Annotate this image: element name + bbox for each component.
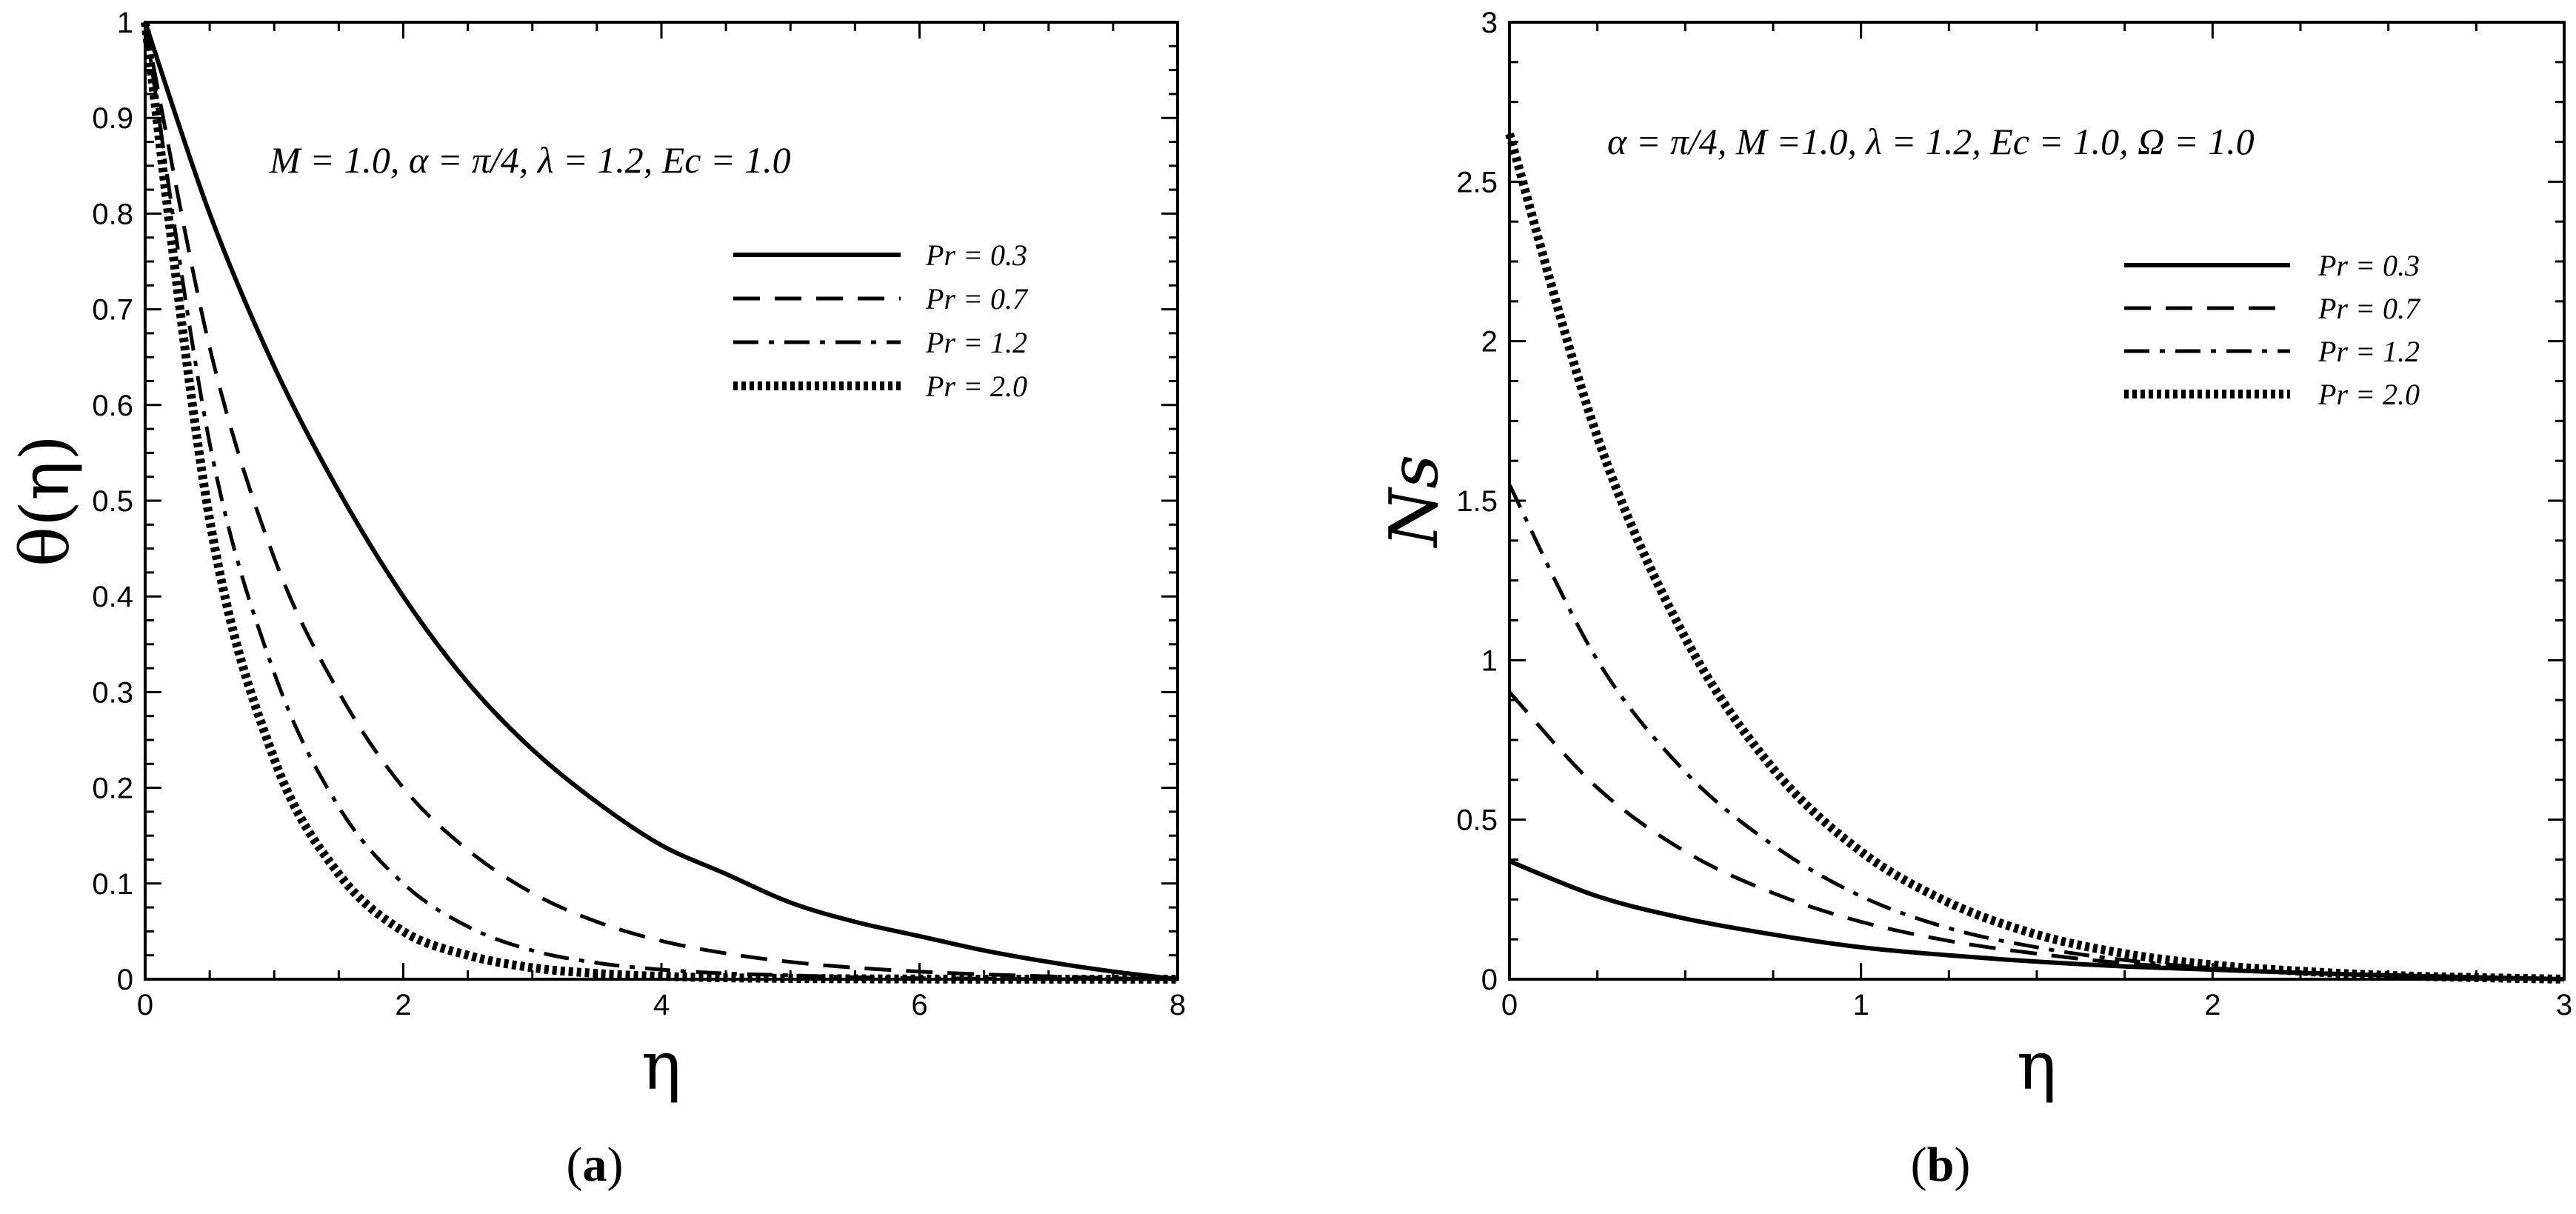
x-tick-label: 4: [653, 989, 670, 1021]
x-axis-label: η: [2017, 1027, 2057, 1105]
y-tick-label: 0.3: [92, 676, 133, 709]
panel-a: 0 2 4 6 8 0 0.1 0.2 0.3 0.4 0.5 0.6 0.7 0.8 0.9 1 η θ(η) M…: [7, 7, 1186, 1192]
y-tick-label: 1: [1481, 644, 1498, 677]
y-tick-label: 2.5: [1456, 166, 1498, 199]
panel-caption: (b): [1911, 1138, 1971, 1192]
panel-caption: (a): [567, 1138, 624, 1192]
y-tick-label: 0: [117, 964, 133, 996]
x-tick-label: 0: [1501, 989, 1518, 1021]
y-axis-label: θ(η): [7, 435, 84, 567]
y-tick-label: 0.1: [92, 868, 133, 901]
legend-entry-label: Pr = 1.2: [2318, 335, 2420, 368]
x-tick-label: 2: [2204, 989, 2220, 1021]
y-tick-label: 0.4: [92, 581, 133, 613]
legend: Pr = 0.3 Pr = 0.7 Pr = 1.2 Pr = 2.0: [2124, 249, 2421, 411]
legend-entry-label: Pr = 0.3: [925, 239, 1027, 272]
y-tick-label: 0.9: [92, 102, 133, 135]
series-line: [1507, 484, 2565, 981]
panel-b: 0 1 2 3 0 0.5 1 1.5 2 2.5 3 η Ns α = π/4, M =1.0, λ =…: [1375, 7, 2572, 1192]
series-line: [143, 21, 1178, 981]
series-line: [1508, 858, 2565, 981]
x-tick-label: 2: [395, 989, 411, 1021]
x-tick-label: 1: [1853, 989, 1869, 1021]
axis-ticks: [1508, 21, 2566, 981]
legend-entry-label: Pr = 0.7: [925, 282, 1029, 316]
x-tick-label: 0: [137, 989, 153, 1021]
legend-entry-label: Pr = 1.2: [925, 326, 1027, 359]
parameter-annotation: α = π/4, M =1.0, λ = 1.2, Ec = 1.0, Ω = …: [1607, 121, 2255, 162]
y-axis-label: Ns: [1375, 455, 1453, 549]
x-tick-label: 8: [1169, 989, 1186, 1021]
y-tick-label: 0.5: [92, 485, 133, 518]
legend-entry-label: Pr = 2.0: [2318, 378, 2420, 411]
series-line: [1505, 133, 2565, 984]
series-line: [1508, 690, 2565, 981]
y-tick-label: 0.8: [92, 198, 133, 230]
x-tick-label: 6: [911, 989, 927, 1021]
legend-entry-label: Pr = 2.0: [925, 370, 1027, 403]
series-line: [141, 21, 1178, 984]
legend-entry-label: Pr = 0.7: [2318, 292, 2421, 325]
y-tick-label: 1.5: [1456, 485, 1498, 518]
y-tick-label: 0.5: [1456, 804, 1498, 837]
legend: Pr = 0.3 Pr = 0.7 Pr = 1.2 Pr = 2.0: [733, 239, 1029, 403]
y-tick-label: 0.2: [92, 773, 133, 805]
axis-ticks: [144, 21, 1179, 981]
x-tick-label: 3: [2556, 989, 2572, 1021]
y-tick-label: 0.7: [92, 294, 133, 327]
x-axis-label: η: [641, 1027, 681, 1105]
series-line: [143, 21, 1178, 981]
y-tick-label: 0: [1481, 964, 1498, 996]
y-tick-label: 1: [117, 7, 133, 39]
y-tick-label: 0.6: [92, 390, 133, 422]
legend-entry-label: Pr = 0.3: [2318, 249, 2420, 282]
y-tick-label: 2: [1481, 326, 1498, 358]
plot-frame: [1508, 21, 2566, 981]
y-tick-label: 3: [1481, 7, 1498, 39]
parameter-annotation: M = 1.0, α = π/4, λ = 1.2, Ec = 1.0: [269, 139, 791, 181]
series-line: [143, 21, 1178, 981]
